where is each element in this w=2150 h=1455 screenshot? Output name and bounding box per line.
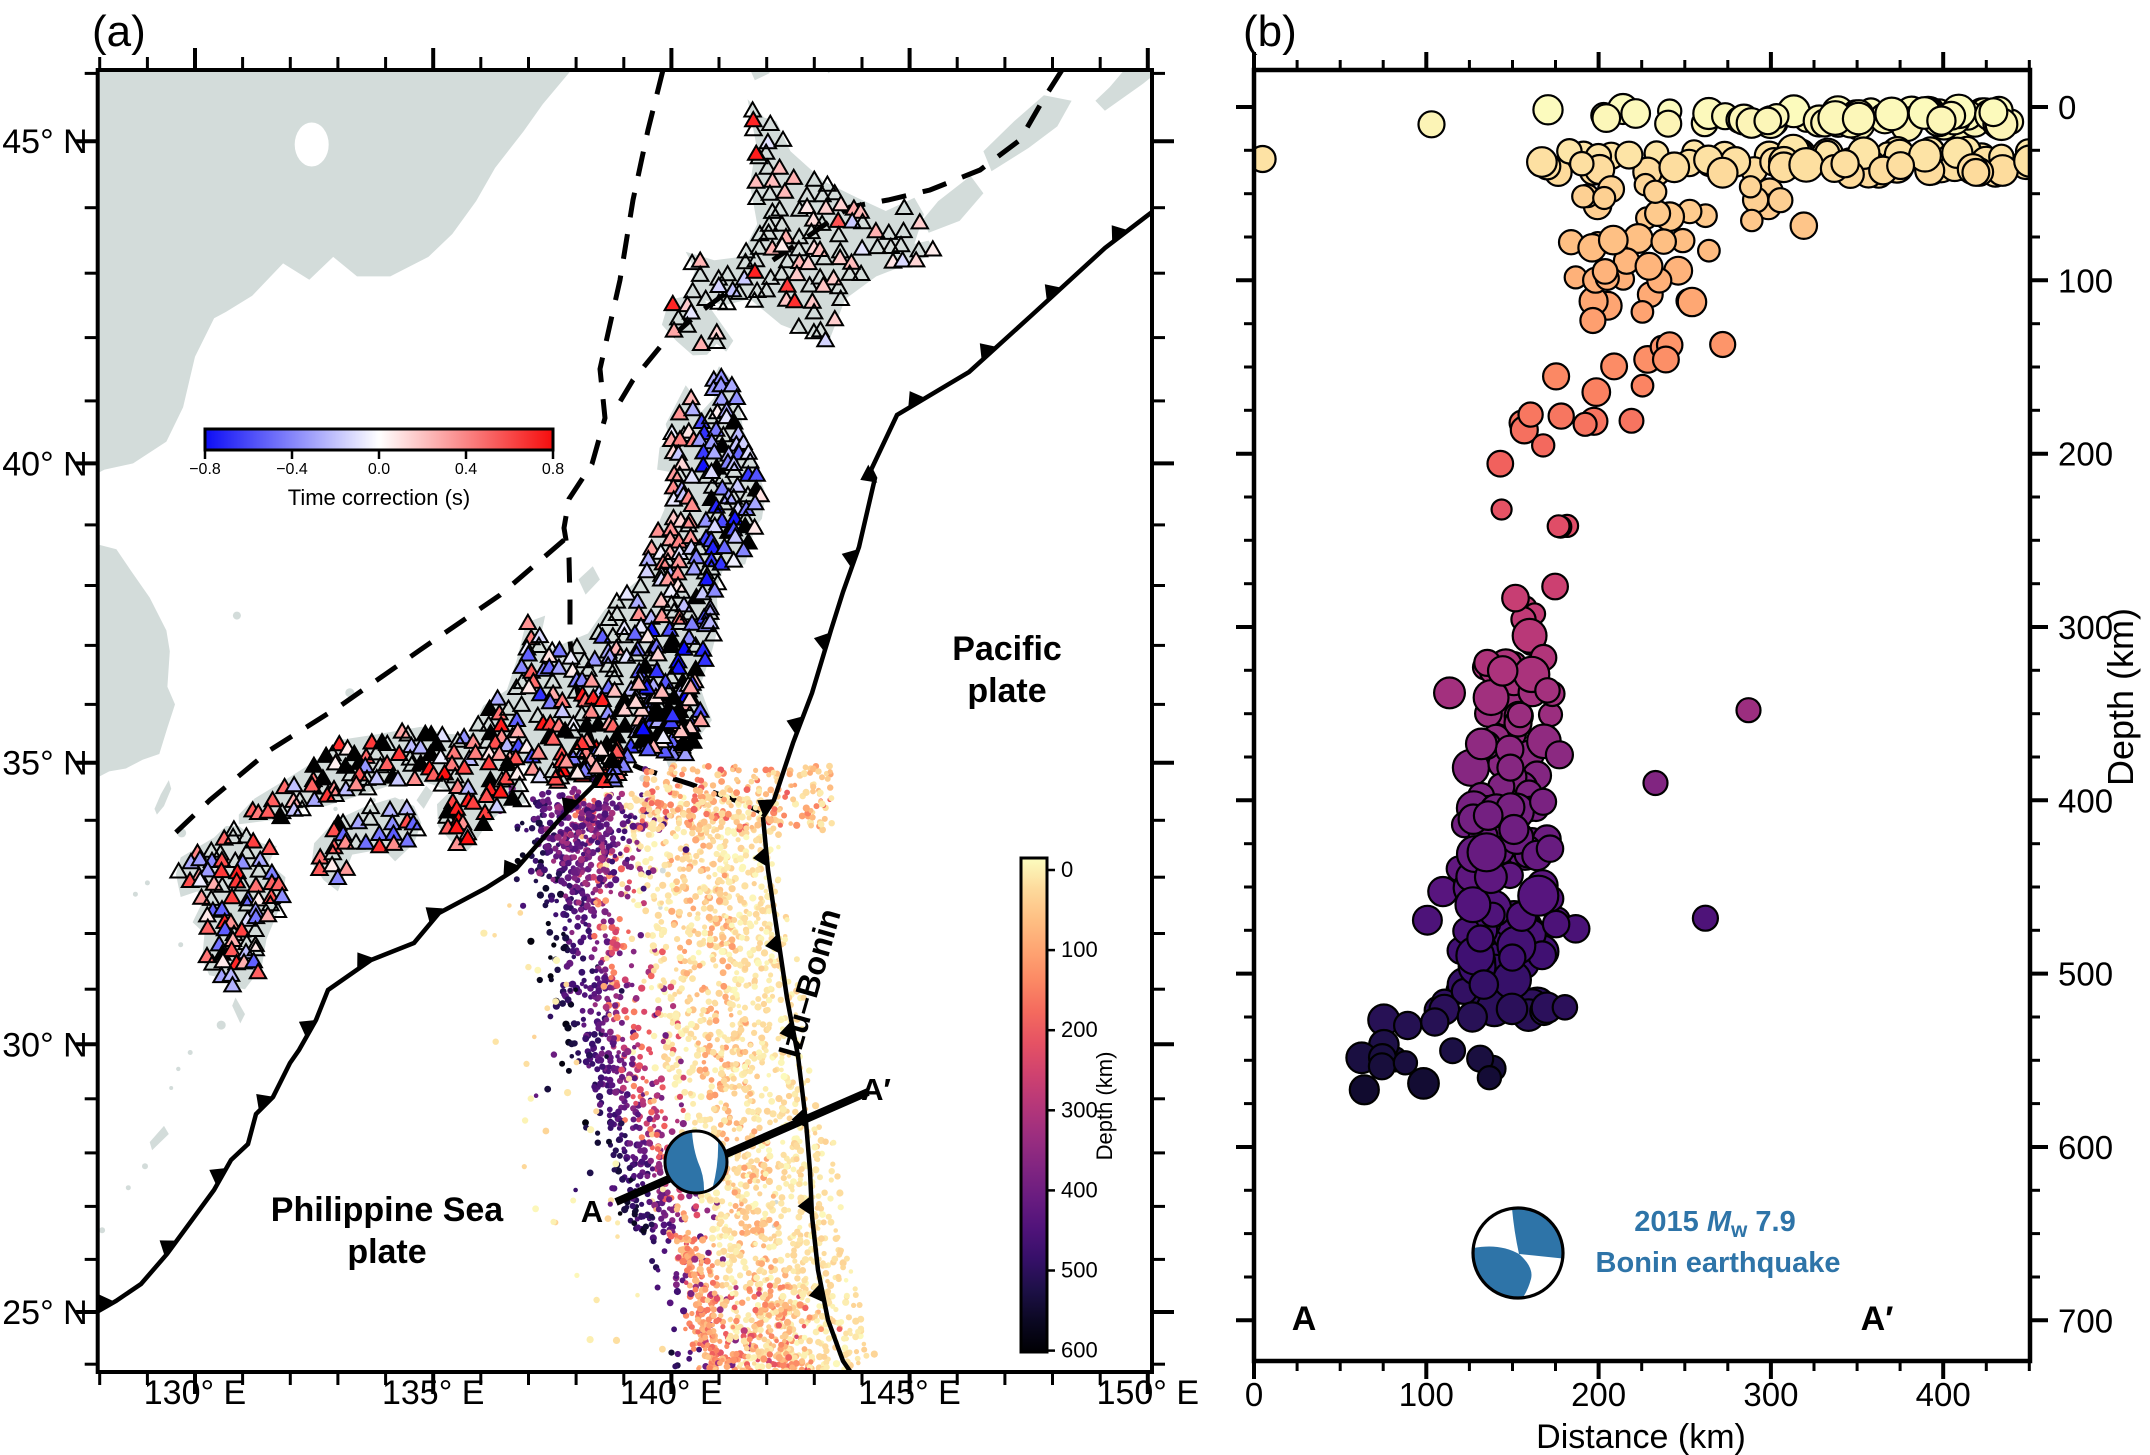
svg-text:600: 600: [2058, 1129, 2113, 1166]
svg-text:plate: plate: [967, 672, 1046, 710]
svg-text:Bonin earthquake: Bonin earthquake: [1596, 1247, 1841, 1279]
svg-text:500: 500: [1061, 1258, 1098, 1283]
svg-text:A: A: [581, 1194, 603, 1229]
svg-text:0.4: 0.4: [455, 461, 477, 478]
svg-text:Time correction (s): Time correction (s): [288, 485, 471, 510]
svg-text:100: 100: [1399, 1376, 1454, 1413]
svg-text:300: 300: [1061, 1097, 1098, 1122]
svg-text:A: A: [1292, 1300, 1317, 1338]
svg-text:Philippine Sea: Philippine Sea: [271, 1191, 504, 1229]
svg-text:0: 0: [1245, 1376, 1263, 1413]
svg-text:145° E: 145° E: [858, 1374, 960, 1412]
svg-text:−0.4: −0.4: [276, 461, 308, 478]
svg-text:200: 200: [2058, 436, 2113, 473]
svg-text:300: 300: [2058, 609, 2113, 646]
svg-text:400: 400: [1061, 1177, 1098, 1202]
svg-text:100: 100: [1061, 937, 1098, 962]
svg-text:200: 200: [1061, 1017, 1098, 1042]
svg-text:600: 600: [1061, 1338, 1098, 1363]
svg-text:0: 0: [1061, 857, 1073, 882]
svg-text:35° N: 35° N: [2, 745, 87, 783]
svg-text:30° N: 30° N: [2, 1026, 87, 1064]
svg-text:plate: plate: [347, 1233, 426, 1271]
svg-text:A′: A′: [861, 1072, 891, 1107]
svg-text:200: 200: [1571, 1376, 1626, 1413]
svg-text:100: 100: [2058, 262, 2113, 299]
svg-text:Pacific: Pacific: [952, 630, 1062, 668]
svg-text:Distance (km): Distance (km): [1536, 1418, 1746, 1455]
svg-text:130° E: 130° E: [144, 1374, 246, 1412]
svg-text:40° N: 40° N: [2, 445, 87, 483]
svg-text:Depth (km): Depth (km): [2100, 608, 2141, 786]
svg-text:25° N: 25° N: [2, 1294, 87, 1332]
svg-text:(b): (b): [1243, 7, 1297, 56]
svg-text:500: 500: [2058, 956, 2113, 993]
svg-text:400: 400: [2058, 782, 2113, 819]
svg-text:0.0: 0.0: [368, 461, 390, 478]
svg-text:135° E: 135° E: [382, 1374, 484, 1412]
svg-text:150° E: 150° E: [1097, 1374, 1199, 1412]
svg-text:700: 700: [2058, 1302, 2113, 1339]
svg-text:45° N: 45° N: [2, 123, 87, 161]
svg-text:0: 0: [2058, 89, 2076, 126]
svg-text:140° E: 140° E: [620, 1374, 722, 1412]
svg-text:400: 400: [1916, 1376, 1971, 1413]
svg-text:Depth (km): Depth (km): [1092, 1052, 1117, 1161]
svg-text:−0.8: −0.8: [189, 461, 221, 478]
svg-text:0.8: 0.8: [542, 461, 564, 478]
svg-text:A′: A′: [1861, 1300, 1894, 1338]
svg-text:(a): (a): [92, 7, 146, 56]
svg-text:300: 300: [1743, 1376, 1798, 1413]
svg-text:2015 Mw 7.9: 2015 Mw 7.9: [1634, 1206, 1795, 1242]
